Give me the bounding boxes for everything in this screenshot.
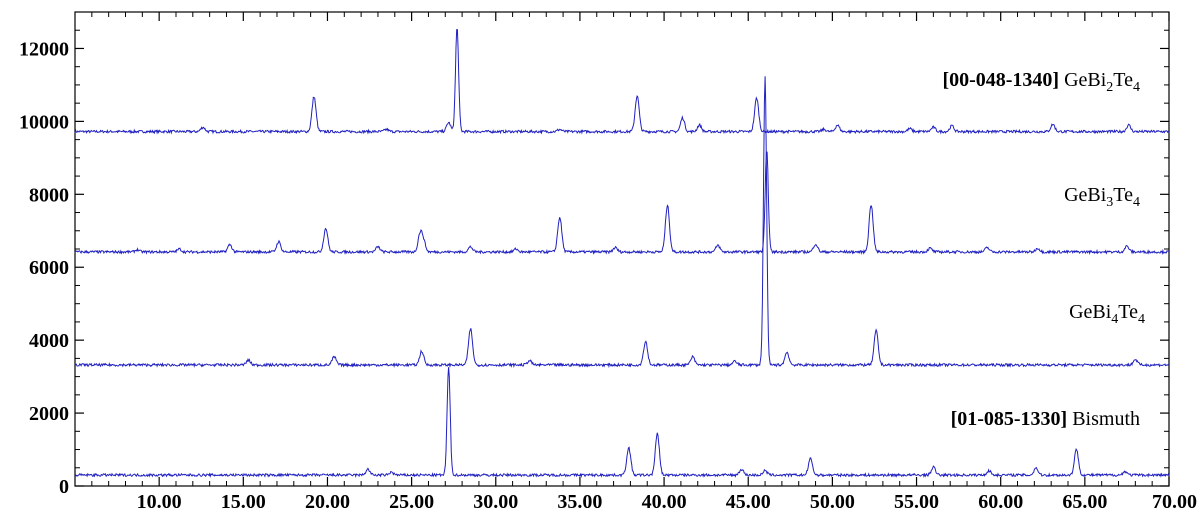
series-line-gebi3te4 <box>74 151 1170 255</box>
phase-name: GeBi <box>1064 184 1107 206</box>
y-tick-label: 10000 <box>19 111 69 133</box>
x-tick-label: 50.00 <box>810 491 855 510</box>
x-tick-label: 30.00 <box>473 491 518 510</box>
pdf-card-number: [01-085-1330] <box>951 408 1068 430</box>
phase-element: Te <box>1113 184 1133 206</box>
subscript: 4 <box>1138 312 1145 327</box>
x-tick-label: 70.00 <box>1152 491 1197 510</box>
y-tick-label: 8000 <box>29 184 69 206</box>
series-group <box>74 29 1170 479</box>
annotation-group: [00-048-1340] GeBi2Te4GeBi3Te4GeBi4Te4[0… <box>942 69 1145 430</box>
y-axis: 0 2000 4000 6000 8000 10000 12000 <box>19 29 1169 498</box>
y-tick-label: 0 <box>59 476 69 498</box>
x-axis: 10.00 15.00 20.00 25.00 30.00 35.00 40.00 45.00… <box>91 12 1197 510</box>
x-tick-label: 60.00 <box>978 491 1023 510</box>
x-tick-label: 45.00 <box>726 491 771 510</box>
x-tick-label: 10.00 <box>137 491 182 510</box>
subscript: 4 <box>1133 80 1140 95</box>
phase-name: Bismuth <box>1072 408 1140 430</box>
y-tick-label: 6000 <box>29 257 69 279</box>
x-tick-label: 40.00 <box>642 491 687 510</box>
y-tick-label: 12000 <box>19 38 69 60</box>
phase-element: Te <box>1113 69 1133 91</box>
x-tick-label: 55.00 <box>894 491 939 510</box>
series-line-gebi4te4 <box>74 76 1170 369</box>
subscript: 2 <box>1106 80 1113 95</box>
phase-name: GeBi <box>1069 301 1112 323</box>
x-tick-label: 65.00 <box>1062 491 1107 510</box>
series-line-bismuth <box>75 367 1170 479</box>
series-annotation: GeBi4Te4 <box>1069 301 1145 327</box>
subscript: 3 <box>1106 195 1113 210</box>
series-annotation: [00-048-1340] GeBi2Te4 <box>942 69 1140 95</box>
x-tick-label: 35.00 <box>557 491 602 510</box>
y-tick-label: 2000 <box>29 403 69 425</box>
x-tick-label: 25.00 <box>389 491 434 510</box>
series-line-gebi2te4 <box>74 29 1170 135</box>
y-tick-label: 4000 <box>29 330 69 352</box>
series-annotation: GeBi3Te4 <box>1064 184 1140 210</box>
pdf-card-number: [00-048-1340] <box>942 69 1059 91</box>
subscript: 4 <box>1111 312 1118 327</box>
phase-name: GeBi <box>1064 69 1107 91</box>
series-annotation: [01-085-1330] Bismuth <box>951 408 1140 430</box>
x-tick-label: 15.00 <box>221 491 266 510</box>
subscript: 4 <box>1133 195 1140 210</box>
x-tick-label: 20.00 <box>305 491 350 510</box>
phase-element: Te <box>1118 301 1138 323</box>
